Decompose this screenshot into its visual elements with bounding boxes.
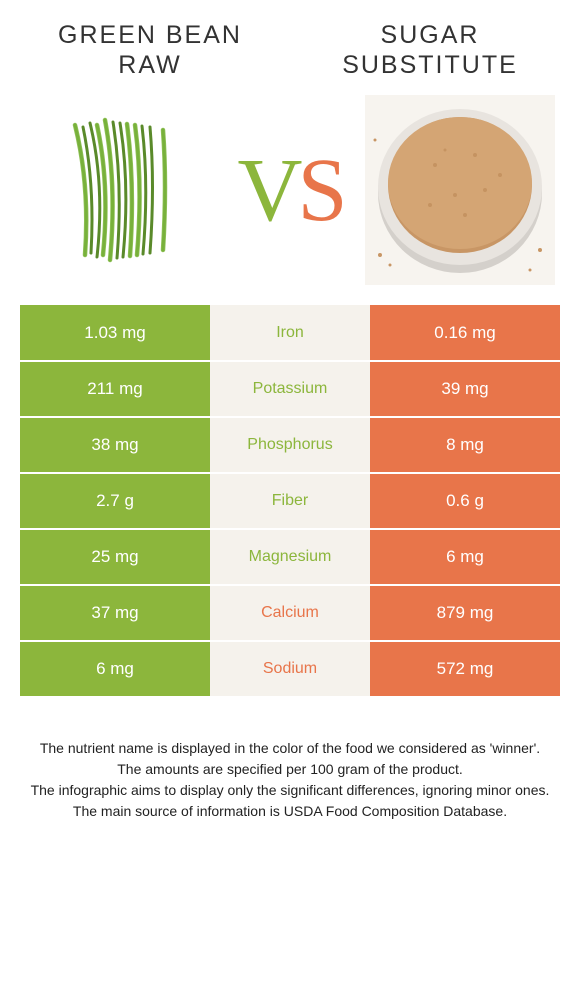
nutrient-label: Sodium (210, 641, 370, 697)
right-value: 0.16 mg (370, 305, 560, 361)
left-value: 1.03 mg (20, 305, 210, 361)
nutrient-label: Fiber (210, 473, 370, 529)
left-value: 38 mg (20, 417, 210, 473)
footer-line-1: The nutrient name is displayed in the co… (20, 738, 560, 759)
table-row: 211 mgPotassium39 mg (20, 361, 560, 417)
comparison-table: 1.03 mgIron0.16 mg211 mgPotassium39 mg38… (20, 305, 560, 698)
nutrient-label: Magnesium (210, 529, 370, 585)
images-row: VS (0, 95, 580, 285)
right-value: 572 mg (370, 641, 560, 697)
vs-v: V (237, 141, 297, 240)
left-value: 37 mg (20, 585, 210, 641)
green-bean-image (25, 95, 215, 285)
right-value: 39 mg (370, 361, 560, 417)
right-value: 0.6 g (370, 473, 560, 529)
table-row: 25 mgMagnesium6 mg (20, 529, 560, 585)
table-row: 37 mgCalcium879 mg (20, 585, 560, 641)
header-row: GREEN BEAN RAW SUGAR SUBSTITUTE (0, 20, 580, 80)
footer-line-4: The main source of information is USDA F… (20, 801, 560, 822)
sugar-substitute-image (365, 95, 555, 285)
footer-line-3: The infographic aims to display only the… (20, 780, 560, 801)
vs-s: S (297, 141, 342, 240)
footer-notes: The nutrient name is displayed in the co… (0, 738, 580, 822)
table-row: 6 mgSodium572 mg (20, 641, 560, 697)
right-value: 6 mg (370, 529, 560, 585)
table-row: 1.03 mgIron0.16 mg (20, 305, 560, 361)
nutrient-label: Potassium (210, 361, 370, 417)
left-title: GREEN BEAN RAW (40, 20, 260, 80)
table-row: 38 mgPhosphorus8 mg (20, 417, 560, 473)
right-value: 8 mg (370, 417, 560, 473)
vs-text: VS (237, 139, 342, 242)
nutrient-label: Calcium (210, 585, 370, 641)
left-value: 211 mg (20, 361, 210, 417)
left-value: 6 mg (20, 641, 210, 697)
left-value: 25 mg (20, 529, 210, 585)
nutrient-label: Iron (210, 305, 370, 361)
left-value: 2.7 g (20, 473, 210, 529)
nutrient-label: Phosphorus (210, 417, 370, 473)
right-value: 879 mg (370, 585, 560, 641)
footer-line-2: The amounts are specified per 100 gram o… (20, 759, 560, 780)
table-row: 2.7 gFiber0.6 g (20, 473, 560, 529)
right-title: SUGAR SUBSTITUTE (320, 20, 540, 80)
